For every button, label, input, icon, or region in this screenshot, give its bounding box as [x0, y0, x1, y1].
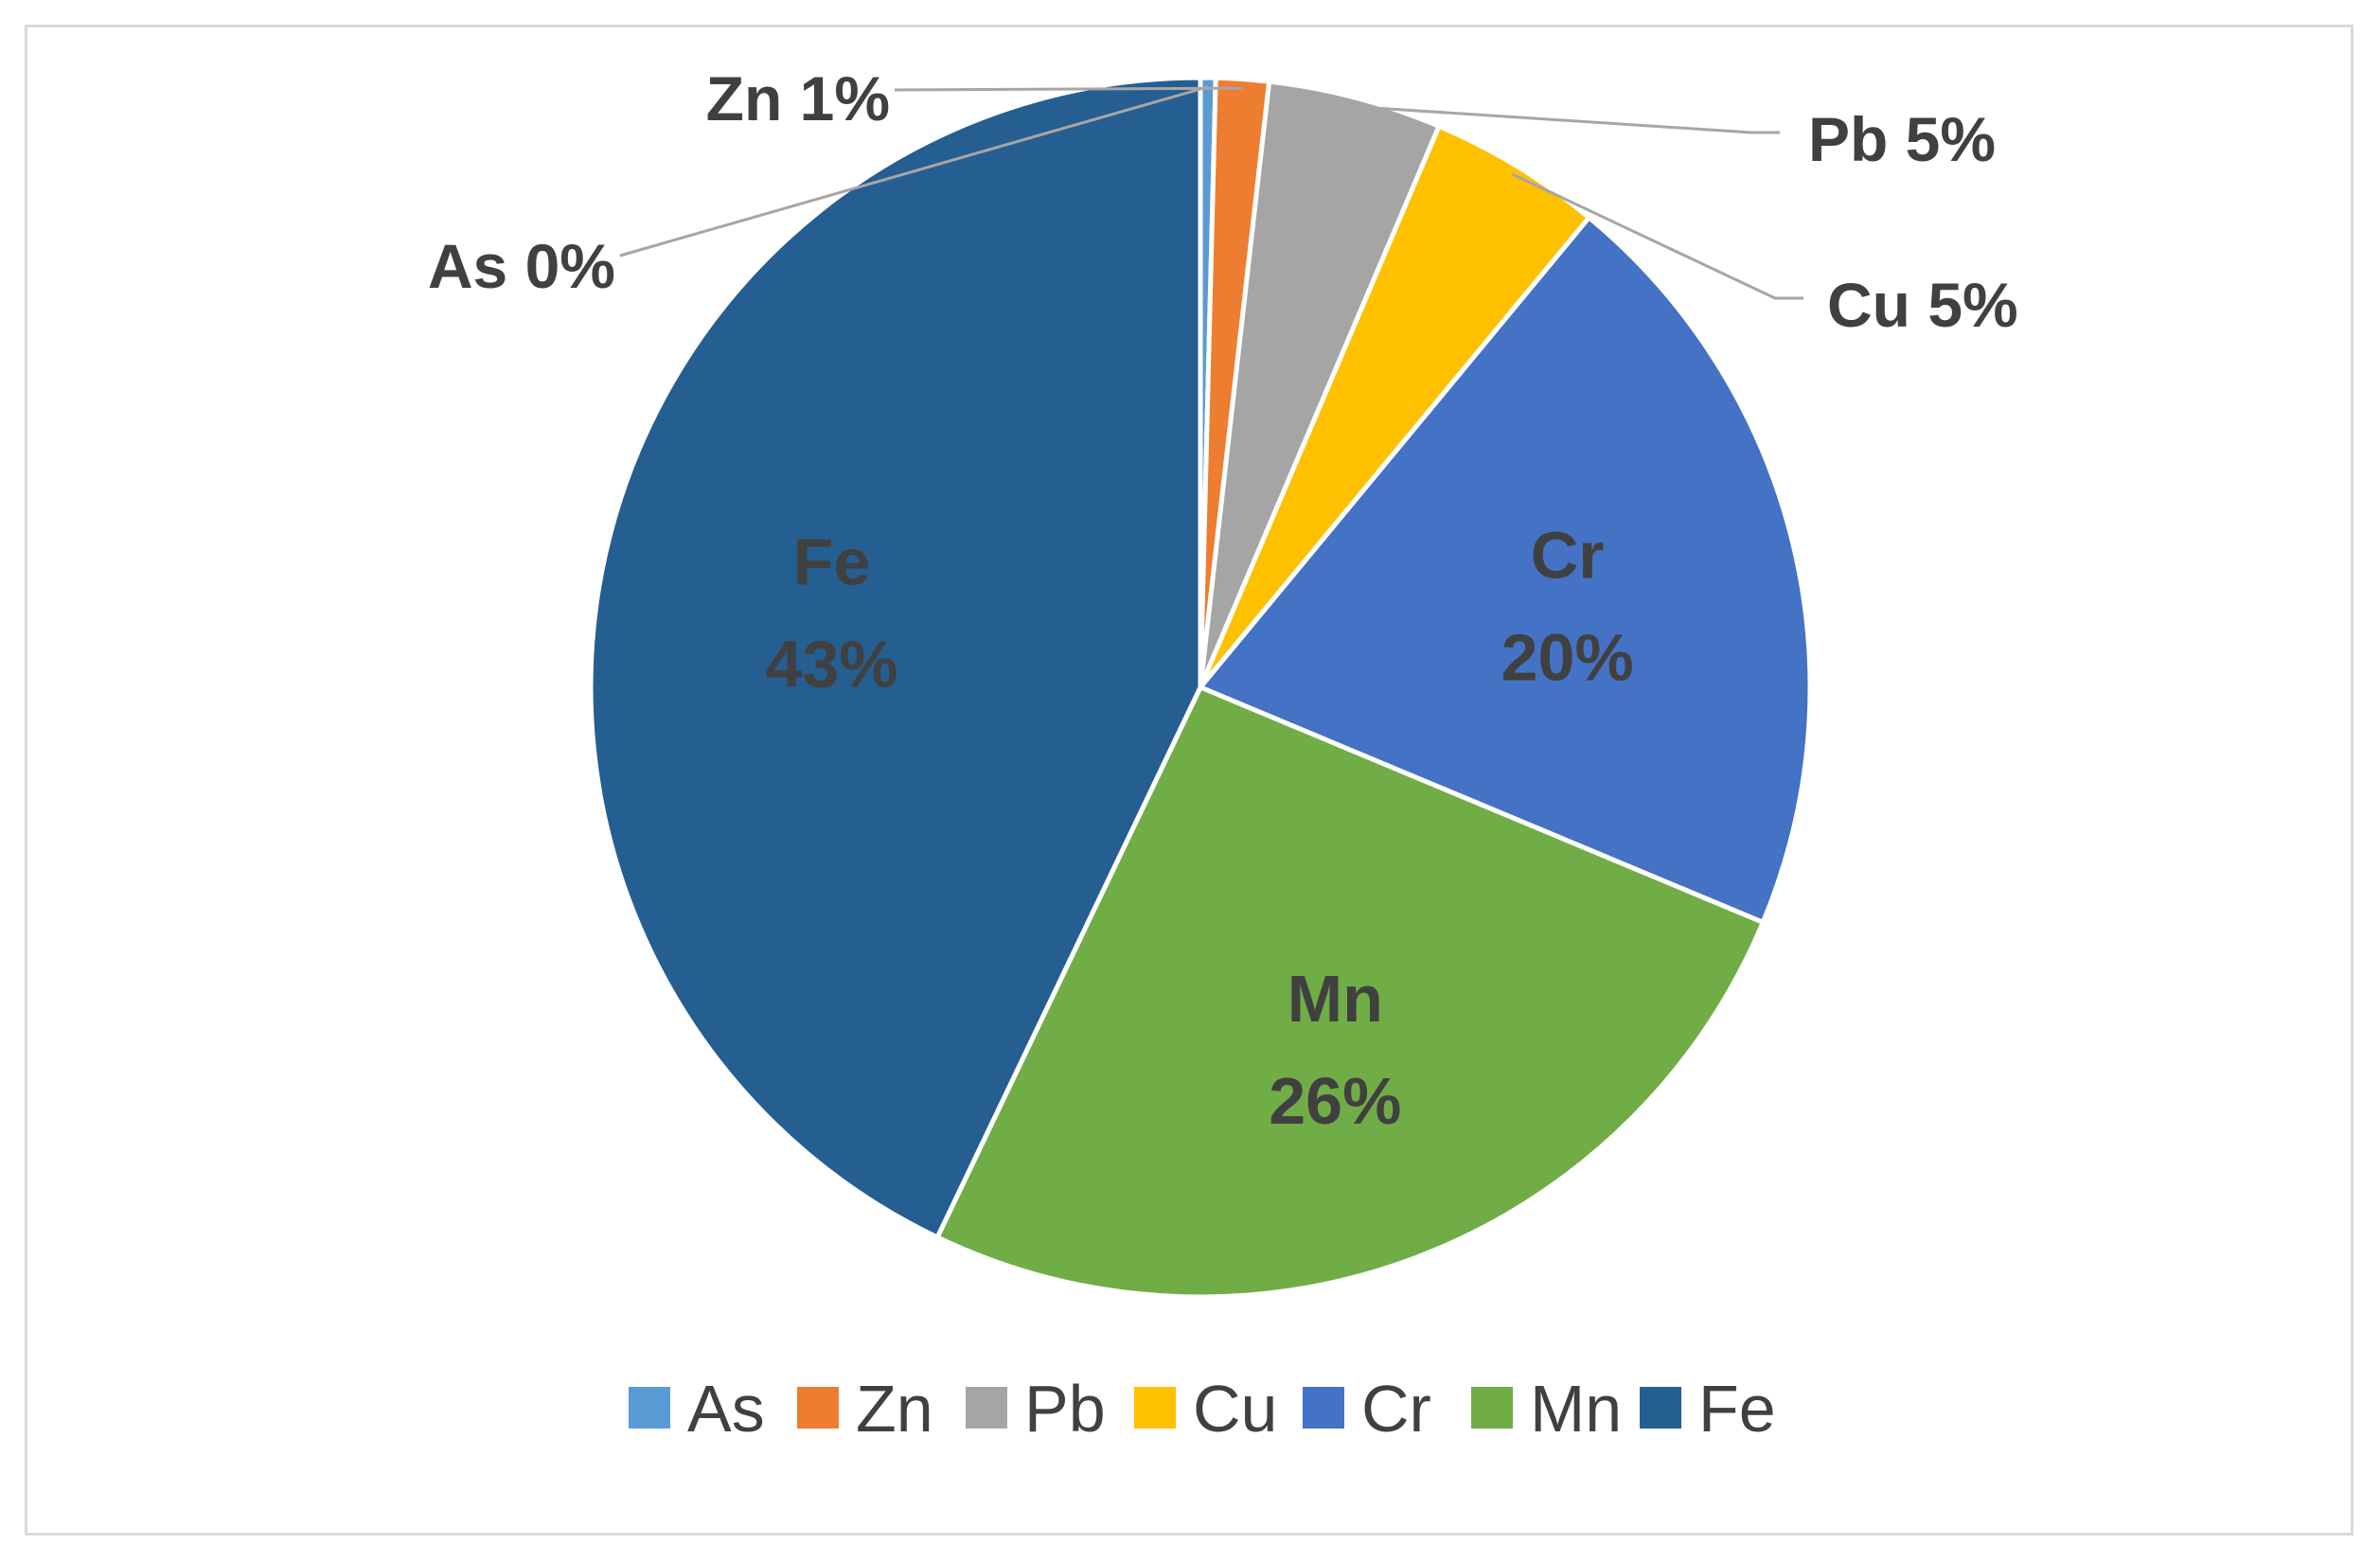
slice-mn [933, 683, 1767, 1300]
legend-label-mn: Mn [1530, 1372, 1622, 1446]
slice-cu [1198, 123, 1593, 689]
legend-label-as: As [687, 1372, 765, 1446]
legend-swatch-cu [1134, 1387, 1176, 1429]
slice-cr [1196, 214, 1813, 926]
leader-line-cu [1512, 172, 1803, 300]
data-label-zn: Zn 1% [706, 63, 890, 133]
leader-line-zn [894, 86, 1242, 92]
legend-swatch-pb [966, 1387, 1007, 1429]
legend-label-cr: Cr [1361, 1372, 1431, 1446]
legend-item-cu: Cu [1134, 1372, 1277, 1446]
legend-item-as: As [629, 1372, 765, 1446]
data-label-mn: Mn 26% [1269, 962, 1401, 1138]
legend-label-pb: Pb [1024, 1372, 1106, 1446]
legend-label-cu: Cu [1193, 1372, 1277, 1446]
data-label-cr: Cr 20% [1501, 518, 1634, 694]
legend-label-fe: Fe [1698, 1372, 1776, 1446]
slice-pb [1198, 79, 1443, 688]
legend-item-cr: Cr [1303, 1372, 1431, 1446]
leader-line-as [619, 85, 1209, 257]
legend-swatch-zn [797, 1387, 839, 1429]
legend-item-zn: Zn [797, 1372, 933, 1446]
legend-swatch-as [629, 1387, 670, 1429]
data-label-as: As 0% [428, 231, 615, 301]
legend-item-pb: Pb [966, 1372, 1106, 1446]
leader-lines [619, 85, 1803, 300]
legend-swatch-mn [1471, 1387, 1513, 1429]
data-label-cu: Cu 5% [1827, 270, 2018, 340]
legend-item-fe: Fe [1640, 1372, 1776, 1446]
legend-swatch-cr [1303, 1387, 1344, 1429]
legend-item-mn: Mn [1471, 1372, 1622, 1446]
pie-slices [588, 75, 1813, 1300]
data-label-pb: Pb 5% [1808, 104, 1996, 174]
slice-fe [588, 75, 1203, 1241]
data-label-fe: Fe 43% [766, 525, 898, 701]
legend-label-zn: Zn [856, 1372, 933, 1446]
legend-swatch-fe [1640, 1387, 1681, 1429]
data-labels: As 0% Zn 1% Pb 5% Cu 5% Cr 20% Mn 26% Fe 43% [428, 63, 2018, 1138]
legend: As Zn Pb Cu Cr Mn Fe [629, 1372, 1776, 1446]
leader-line-pb [1353, 105, 1780, 134]
